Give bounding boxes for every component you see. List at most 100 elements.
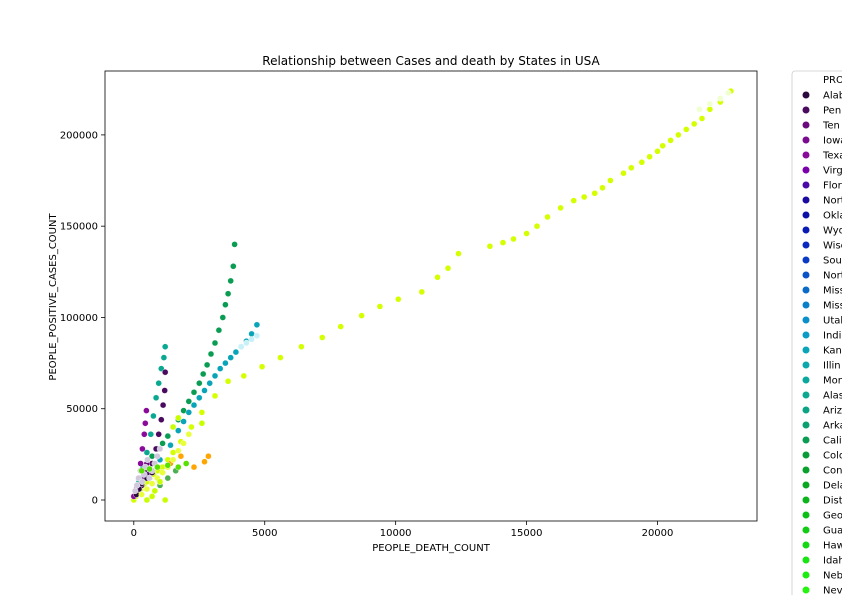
data-point: [203, 361, 211, 369]
legend-marker: [802, 271, 810, 279]
data-point: [180, 418, 187, 425]
data-point: [185, 398, 193, 405]
legend-entry-label: Alas: [823, 391, 842, 402]
data-point: [533, 222, 541, 230]
y-tick-label: 150000: [60, 222, 98, 233]
x-tick-label: 20000: [642, 528, 674, 539]
legend-marker: [802, 586, 810, 594]
legend-entry-label: Dela: [823, 481, 842, 492]
legend-marker: [802, 301, 810, 309]
legend-entry-label: Alab: [823, 91, 842, 102]
data-point: [182, 460, 190, 467]
data-point: [717, 95, 724, 102]
legend-marker: [802, 526, 810, 534]
legend-marker: [802, 361, 810, 369]
data-point: [675, 131, 682, 139]
plot-area-frame: [104, 70, 758, 522]
data-point: [198, 409, 206, 416]
legend-entry-label: Miss: [823, 301, 842, 312]
data-point: [227, 277, 234, 285]
data-point: [133, 482, 141, 489]
data-point: [230, 263, 237, 270]
data-point: [444, 265, 452, 272]
data-point: [155, 380, 162, 387]
data-point: [138, 478, 146, 485]
legend-marker: [802, 121, 810, 129]
data-point: [205, 453, 212, 460]
data-point: [222, 301, 229, 308]
data-point: [161, 496, 169, 504]
data-point: [659, 142, 666, 150]
legend-marker: [802, 166, 810, 174]
data-point: [139, 445, 146, 453]
legend-marker: [802, 541, 810, 549]
legend-marker: [802, 556, 810, 564]
data-point: [152, 394, 160, 401]
y-axis-label: PEOPLE_POSITIVE_CASES_COUNT: [48, 213, 59, 381]
data-point: [156, 445, 164, 453]
data-point: [224, 378, 232, 385]
legend-entry-label: Nev: [823, 586, 842, 595]
data-point: [376, 303, 384, 310]
data-point: [169, 423, 177, 431]
legend-entry-label: Indi: [823, 331, 841, 342]
legend-marker: [802, 421, 810, 429]
data-point: [227, 354, 234, 361]
legend-marker: [802, 346, 810, 354]
data-point: [667, 137, 674, 144]
data-point: [190, 401, 198, 409]
data-point: [150, 412, 157, 420]
x-tick-label: 15000: [511, 528, 543, 539]
legend-marker: [802, 196, 810, 204]
data-point: [570, 197, 577, 204]
legend-entry-label: Geo: [823, 511, 842, 522]
data-point: [164, 474, 172, 482]
data-point: [201, 387, 208, 394]
y-tick-label: 0: [92, 496, 98, 507]
data-point: [155, 431, 162, 438]
data-point: [137, 460, 144, 467]
data-point: [159, 469, 166, 476]
data-point: [196, 380, 203, 387]
data-point: [175, 447, 182, 454]
legend-entry-label: Wisc: [823, 241, 842, 252]
legend-entry-label: Virg: [823, 166, 842, 177]
data-point: [240, 372, 248, 380]
legend-entry-label: Gua: [823, 526, 842, 537]
data-point: [138, 491, 145, 498]
legend-entry-label: Flor: [823, 181, 842, 192]
data-point: [201, 458, 208, 465]
data-point: [143, 485, 151, 493]
data-point: [151, 487, 159, 495]
data-point: [167, 442, 174, 449]
data-point: [237, 343, 245, 350]
data-point: [164, 432, 172, 440]
legend-marker: [802, 406, 810, 414]
data-point: [147, 431, 155, 438]
data-point: [156, 478, 164, 485]
legend-marker: [802, 496, 810, 504]
data-point: [337, 323, 344, 330]
data-point: [154, 463, 161, 471]
data-point: [148, 480, 156, 487]
data-point: [434, 274, 441, 281]
data-point: [148, 493, 156, 500]
legend-entry-label: Mon: [823, 376, 842, 387]
legend-entry-label: Kan: [823, 346, 842, 357]
data-point: [180, 440, 187, 447]
legend-entry-label: Utah: [823, 316, 842, 327]
legend-entry-label: Ten: [822, 121, 840, 132]
data-point: [198, 420, 206, 427]
legend-entry-label: Iowa: [823, 136, 842, 147]
legend-entry-label: Pen: [823, 106, 841, 117]
data-point: [143, 449, 151, 456]
legend-marker: [802, 181, 810, 189]
data-point: [219, 314, 227, 321]
legend-marker: [802, 226, 810, 234]
legend-marker: [802, 211, 810, 219]
data-point: [455, 250, 462, 257]
data-point: [159, 440, 166, 447]
legend-marker: [802, 391, 810, 399]
legend-marker: [802, 241, 810, 249]
data-point: [696, 106, 703, 113]
